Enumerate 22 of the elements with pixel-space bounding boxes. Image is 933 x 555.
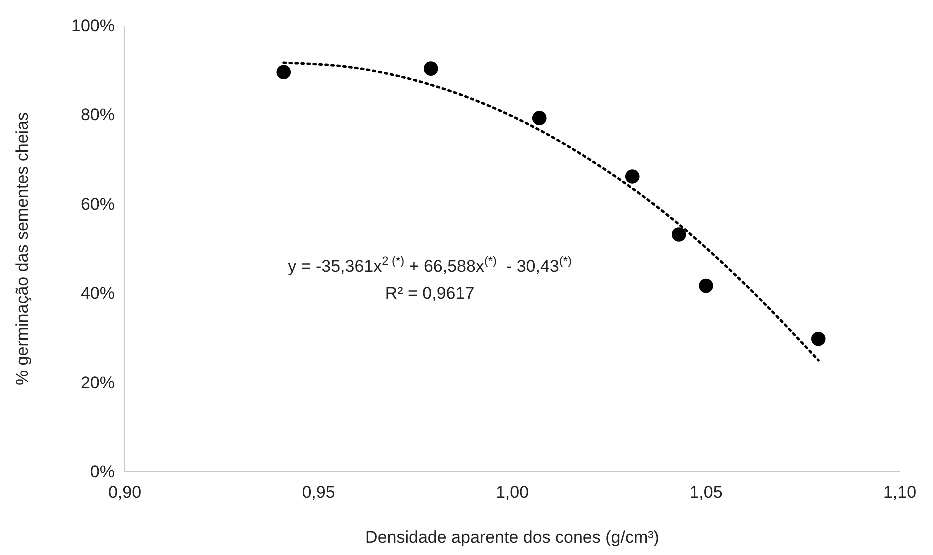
y-axis-title: % germinação das sementes cheias	[13, 112, 32, 386]
point	[424, 62, 438, 76]
annotation: y = -35,361x$^{2 (*)}$ + 66,588x$^{(*)}$ - 30,43$^{(*)}$	[288, 254, 572, 276]
point	[811, 332, 826, 346]
y-tick-label: 0%	[90, 462, 115, 482]
point	[672, 228, 686, 242]
annotation: R² = 0,9617	[385, 284, 475, 303]
y-tick-label: 100%	[72, 16, 115, 36]
y-tick-label: 20%	[80, 373, 115, 392]
y-tick-label: 60%	[80, 194, 115, 214]
point	[699, 278, 714, 294]
point	[276, 65, 292, 80]
x-axis-title: Densidade aparente dos cones (g/cm³)	[366, 528, 660, 547]
y-tick-label: 80%	[80, 106, 115, 125]
point	[625, 170, 640, 184]
x-tick-label: 0,90	[108, 483, 142, 502]
x-tick-label: 0,95	[302, 483, 336, 502]
x-tick-label: 1,00	[496, 483, 530, 502]
point	[532, 111, 547, 126]
y-tick-label: 40%	[80, 284, 115, 304]
x-tick-label: 1,10	[883, 483, 917, 502]
x-tick-label: 1,05	[690, 483, 723, 502]
